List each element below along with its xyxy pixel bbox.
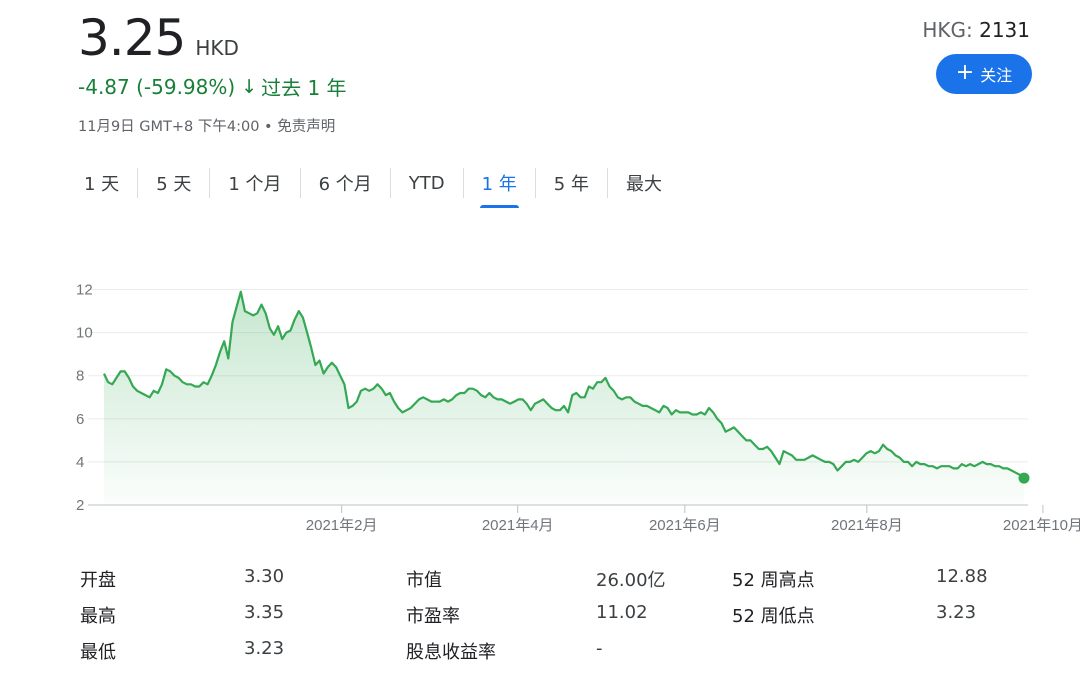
tab-separator — [606, 168, 608, 198]
price-area — [104, 291, 1024, 505]
stat-value: - — [596, 638, 603, 659]
tab-separator — [137, 168, 139, 198]
stat-label: 市盈率 — [406, 606, 460, 627]
y-tick-label: 4 — [76, 454, 84, 471]
range-tab-0[interactable]: 1 天 — [84, 174, 120, 195]
y-tick-label: 2 — [76, 497, 84, 514]
stat-label: 最高 — [80, 606, 116, 627]
stat-value: 11.02 — [596, 602, 648, 623]
price-block: 3.25 HKD -4.87 (-59.98%) ↓ 过去 1 年 11月9日 … — [78, 8, 347, 136]
stat-label: 最低 — [80, 642, 116, 663]
y-tick-label: 10 — [76, 325, 93, 342]
x-tick-label: 2021年2月 — [306, 517, 378, 534]
range-tab-1[interactable]: 5 天 — [156, 174, 192, 195]
tab-separator — [534, 168, 536, 198]
tab-separator — [299, 168, 301, 198]
x-tick-label: 2021年10月 — [1003, 517, 1080, 534]
follow-label: 关注 — [980, 66, 1013, 85]
stat-value: 3.23 — [936, 602, 977, 623]
range-tabs: 1 天 5 天 1 个月 6 个月 YTD 1 年 5 年 最大 — [66, 164, 680, 208]
price-change: -4.87 (-59.98%) — [78, 74, 236, 99]
currency-label: HKD — [195, 36, 239, 60]
price-row: 3.25 HKD — [78, 8, 347, 68]
y-tick-label: 12 — [76, 282, 93, 299]
stat-label: 52 周高点 — [732, 570, 815, 591]
exchange-label: HKG: — [922, 18, 973, 42]
stat-value: 12.88 — [936, 566, 988, 587]
x-tick-label: 2021年6月 — [649, 517, 721, 534]
stat-value: 26.00亿 — [596, 570, 666, 591]
last-price-dot — [1018, 472, 1030, 484]
change-period: 过去 1 年 — [261, 76, 347, 100]
range-tab-3[interactable]: 6 个月 — [318, 174, 372, 195]
tab-separator — [389, 168, 391, 198]
tab-separator — [209, 168, 211, 198]
range-tab-7[interactable]: 最大 — [625, 174, 662, 195]
stat-value: 3.35 — [244, 602, 285, 623]
arrow-down-icon: ↓ — [241, 75, 258, 98]
price-chart: 12 10 8 6 4 2 2021年2月 2021年4月 2021年6月 2021年8月 2021… — [76, 282, 1080, 534]
stat-value: 3.30 — [244, 566, 285, 587]
ticker-symbol: HKG: 2131 — [922, 18, 1030, 42]
ticker-code: 2131 — [979, 18, 1030, 42]
timestamp-disclaimer[interactable]: 11月9日 GMT+8 下午4:00 • 免责声明 — [78, 119, 336, 135]
plus-icon: + — [955, 60, 975, 85]
tab-separator — [462, 168, 464, 198]
stat-label: 市值 — [406, 570, 442, 591]
range-tab-2[interactable]: 1 个月 — [228, 174, 282, 195]
price-change-row: -4.87 (-59.98%) ↓ 过去 1 年 — [78, 72, 347, 101]
stat-label: 股息收益率 — [406, 642, 496, 663]
stat-label: 开盘 — [80, 570, 116, 591]
range-tab-5[interactable]: 1 年 — [464, 164, 535, 208]
current-price: 3.25 — [78, 9, 186, 67]
range-tab-4[interactable]: YTD — [408, 172, 445, 194]
range-tab-6[interactable]: 5 年 — [553, 174, 589, 195]
price-line — [103, 290, 1025, 479]
follow-button[interactable]: + 关注 — [936, 54, 1032, 94]
stat-label: 52 周低点 — [732, 606, 815, 627]
y-tick-label: 6 — [76, 411, 84, 428]
stat-value: 3.23 — [244, 638, 285, 659]
y-tick-label: 8 — [76, 368, 84, 385]
x-tick-label: 2021年4月 — [482, 517, 554, 534]
x-tick-label: 2021年8月 — [831, 517, 903, 534]
